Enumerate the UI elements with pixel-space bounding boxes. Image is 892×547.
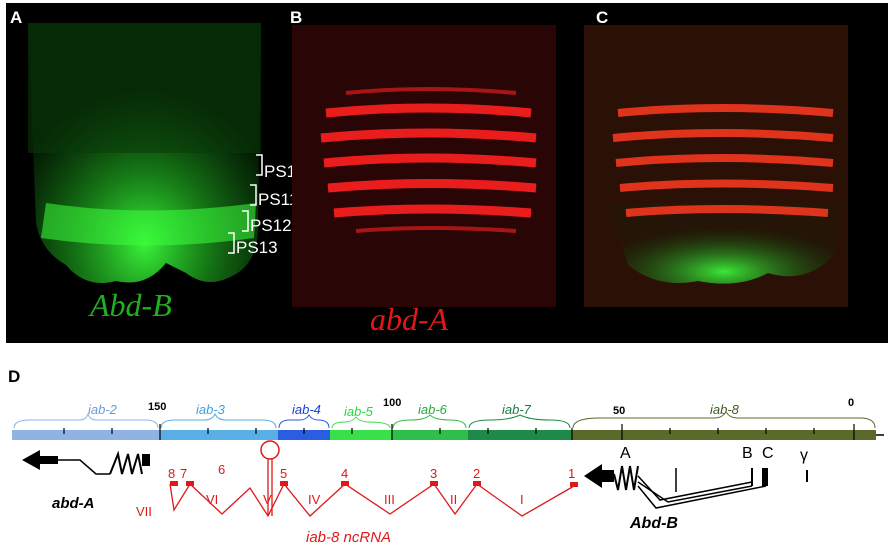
ncrna-exons [170,481,578,487]
intron-iii-label: III [384,492,395,507]
exon-3-label: 3 [430,466,437,481]
panel-c: C [578,3,864,343]
iab-8-ncrna-label: iab-8 ncRNA [306,529,391,546]
intron-vi-label: VI [206,492,218,507]
exon-6-label: 6 [218,462,225,477]
domain-label-iab-4: iab-4 [292,402,321,417]
domain-label-iab-7: iab-7 [502,402,532,417]
promoter-gamma-label: γ [800,447,808,464]
panel-c-image [584,25,848,307]
panel-b-image [292,25,556,307]
panel-a-label: A [10,8,23,27]
panel-b: B abd-A [286,3,572,343]
scale-tick-100: 100 [383,397,401,409]
scale-tick-50: 50 [613,405,625,417]
exon-4-label: 4 [341,466,348,481]
domain-bar-iab-5 [330,430,392,440]
parasegment-brackets [228,154,263,254]
intron-v-label: V [263,492,272,507]
ps12-label: PS12 [250,216,292,235]
intron-ii-label: II [450,492,457,507]
promoter-a-label: A [620,445,631,462]
scale-tick-150: 150 [148,401,166,413]
exon-8-label: 8 [168,466,175,481]
promoter-b-label: B [742,445,753,462]
abd-a-gene-label: abd-A [370,301,449,337]
exon-1-label: 1 [568,466,575,481]
iab-8-ncrna-model [169,440,575,518]
domain-label-iab-6: iab-6 [418,402,448,417]
ps11-label: PS11 [258,190,299,209]
domain-bar-iab-3 [160,430,278,440]
domain-label-iab-3: iab-3 [196,402,226,417]
panel-c-label: C [596,8,609,27]
domain-bar-iab-6 [392,430,468,440]
exon-5-label: 5 [280,466,287,481]
abd-a-gene-name: abd-A [52,495,95,512]
domain-bar-iab-8 [572,430,876,440]
bithorax-map: 150 100 50 0 iab-2 iab-3 iab-4 iab-5 iab… [12,397,884,546]
domain-bar-iab-4 [278,430,330,440]
domain-bar-iab-2 [12,430,160,440]
panel-a-image [28,23,261,283]
panel-a: A Abd-B [6,3,284,343]
abd-b-gene-model [584,464,808,509]
domain-label-iab-5: iab-5 [344,404,374,419]
abd-b-gene-label: Abd-B [90,287,172,323]
domain-bar [12,424,884,440]
intron-i-label: I [520,492,524,507]
domain-bar-iab-7 [468,430,572,440]
microscopy-figure: A Abd-B PS10 PS11 PS12 PS13 [6,3,888,343]
intron-iv-label: IV [308,492,321,507]
abd-b-gene-name: Abd-B [629,515,678,532]
domain-label-iab-2: iab-2 [88,402,118,417]
scale-tick-0: 0 [848,397,854,409]
domain-label-iab-8: iab-8 [710,402,740,417]
panel-b-label: B [290,8,303,27]
exon-2-label: 2 [473,466,480,481]
exon-7-label: 7 [180,466,187,481]
domain-braces [13,411,876,429]
ps13-label: PS13 [236,238,278,257]
promoter-c-label: C [762,445,774,462]
panel-d-label: D [8,367,21,386]
intron-vii-label: VII [136,504,152,519]
abd-a-gene-model [22,450,150,475]
